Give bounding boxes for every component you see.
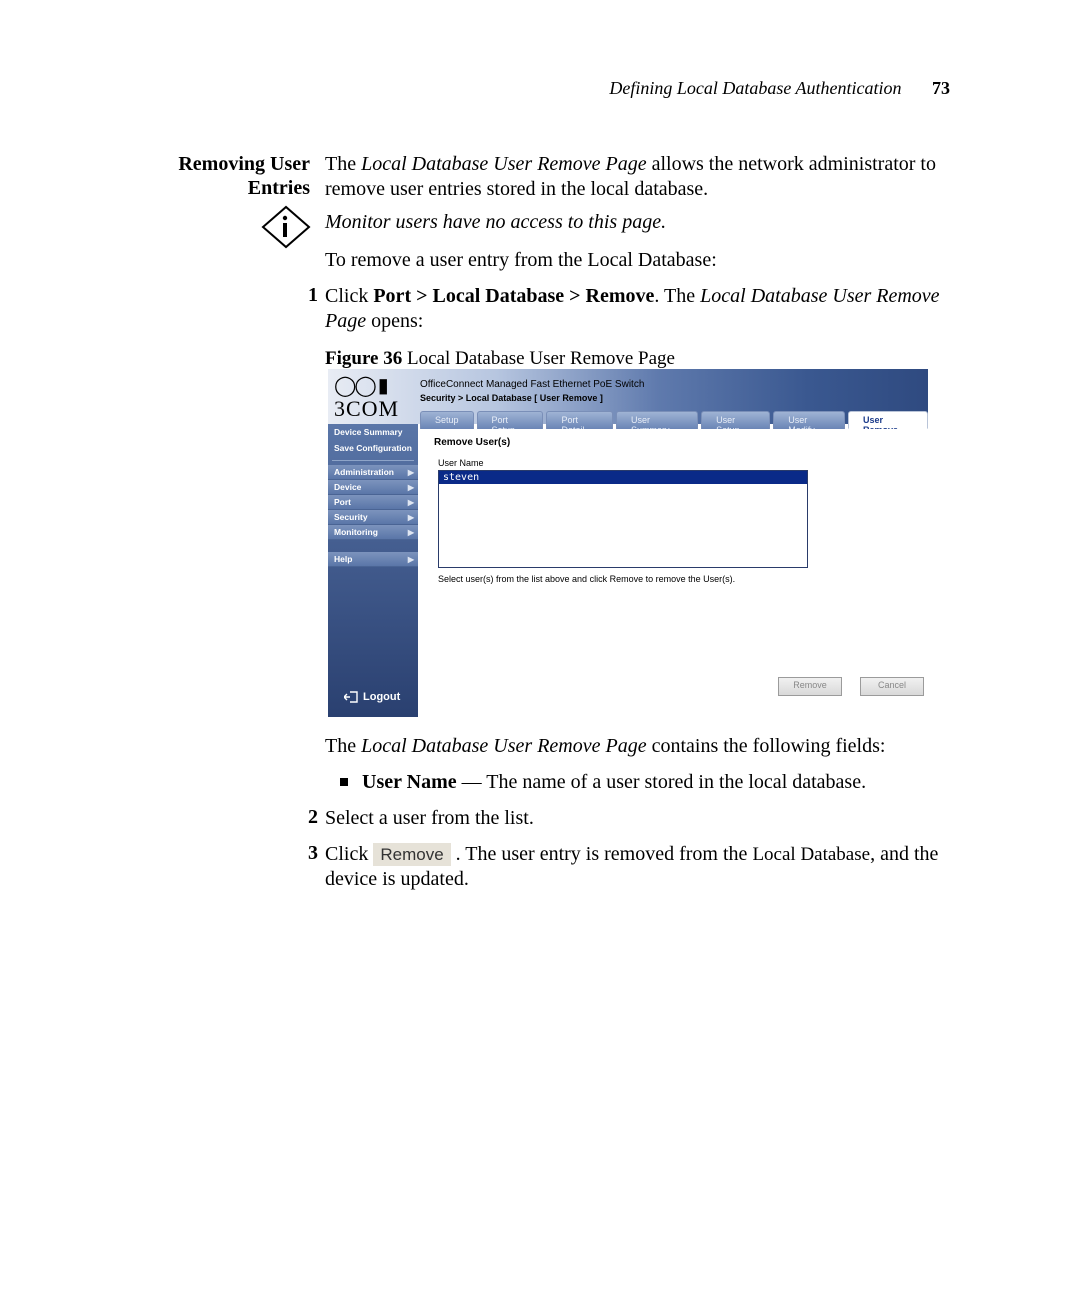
chevron-right-icon: ▶ [408,555,414,564]
sidebar-save-config[interactable]: Save Configuration [328,440,418,456]
hint-text: Select user(s) from the list above and c… [418,568,928,584]
tab-port-detail[interactable]: Port Detail [546,411,613,429]
content-panel: Remove User(s) User Name steven Select u… [418,429,928,717]
step-3-text: Click Remove . The user entry is removed… [325,842,945,892]
sidebar-device[interactable]: Device▶ [328,480,418,495]
logout-link[interactable]: Logout [344,691,400,703]
chevron-right-icon: ▶ [408,513,414,522]
logout-icon [344,691,358,703]
step-number-2: 2 [296,806,318,829]
user-listbox[interactable]: steven [438,470,808,568]
sidebar-device-summary[interactable]: Device Summary [328,424,418,440]
sidebar: Device Summary Save Configuration Admini… [328,424,418,717]
after-figure-text: The Local Database User Remove Page cont… [325,734,945,759]
chevron-right-icon: ▶ [408,498,414,507]
tab-bar: Setup Port Setup Port Detail User Summar… [420,411,928,429]
chevron-right-icon: ▶ [408,468,414,477]
sidebar-security[interactable]: Security▶ [328,510,418,525]
intro-paragraph: The Local Database User Remove Page allo… [325,152,945,202]
tab-user-modify[interactable]: User Modify [773,411,845,429]
tab-user-remove[interactable]: User Remove [848,411,928,429]
logo-text: 3COM [334,396,412,422]
logo-glyph: ◯◯ ▮ [334,373,412,398]
tab-user-summary[interactable]: User Summary [616,411,698,429]
bullet-text: User Name — The name of a user stored in… [362,770,942,795]
tab-user-setup[interactable]: User Setup [701,411,770,429]
tab-setup[interactable]: Setup [420,411,474,429]
screenshot-figure: ◯◯ ▮ 3COM OfficeConnect Managed Fast Eth… [327,368,929,718]
list-item[interactable]: steven [439,471,807,484]
chevron-right-icon: ▶ [408,483,414,492]
chevron-right-icon: ▶ [408,528,414,537]
sidebar-monitoring[interactable]: Monitoring▶ [328,525,418,540]
column-label: User Name [418,448,928,470]
step-number-1: 1 [296,284,318,307]
remove-button-inline: Remove [373,843,450,866]
panel-heading: Remove User(s) [418,429,928,448]
bullet-icon [340,778,348,786]
sidebar-administration[interactable]: Administration▶ [328,465,418,480]
breadcrumb: Security > Local Database [ User Remove … [420,393,603,403]
button-row: Remove Cancel [778,677,924,696]
cancel-button[interactable]: Cancel [860,677,924,696]
info-icon [261,205,311,249]
sidebar-separator [332,460,414,461]
running-header: Defining Local Database Authentication 7… [609,78,950,99]
tab-port-setup[interactable]: Port Setup [477,411,544,429]
sidebar-help[interactable]: Help▶ [328,552,418,567]
section-heading: Removing User Entries [85,152,310,200]
brand-logo: ◯◯ ▮ 3COM [334,373,412,422]
remove-button[interactable]: Remove [778,677,842,696]
product-title: OfficeConnect Managed Fast Ethernet PoE … [420,379,644,390]
running-header-text: Defining Local Database Authentication [609,78,901,98]
step-number-3: 3 [296,842,318,865]
sidebar-port[interactable]: Port▶ [328,495,418,510]
step-2-text: Select a user from the list. [325,806,945,831]
step-1-text: Click Port > Local Database > Remove. Th… [325,284,945,334]
lead-text: To remove a user entry from the Local Da… [325,248,945,273]
note-text: Monitor users have no access to this pag… [325,210,945,235]
page-number: 73 [932,78,950,98]
